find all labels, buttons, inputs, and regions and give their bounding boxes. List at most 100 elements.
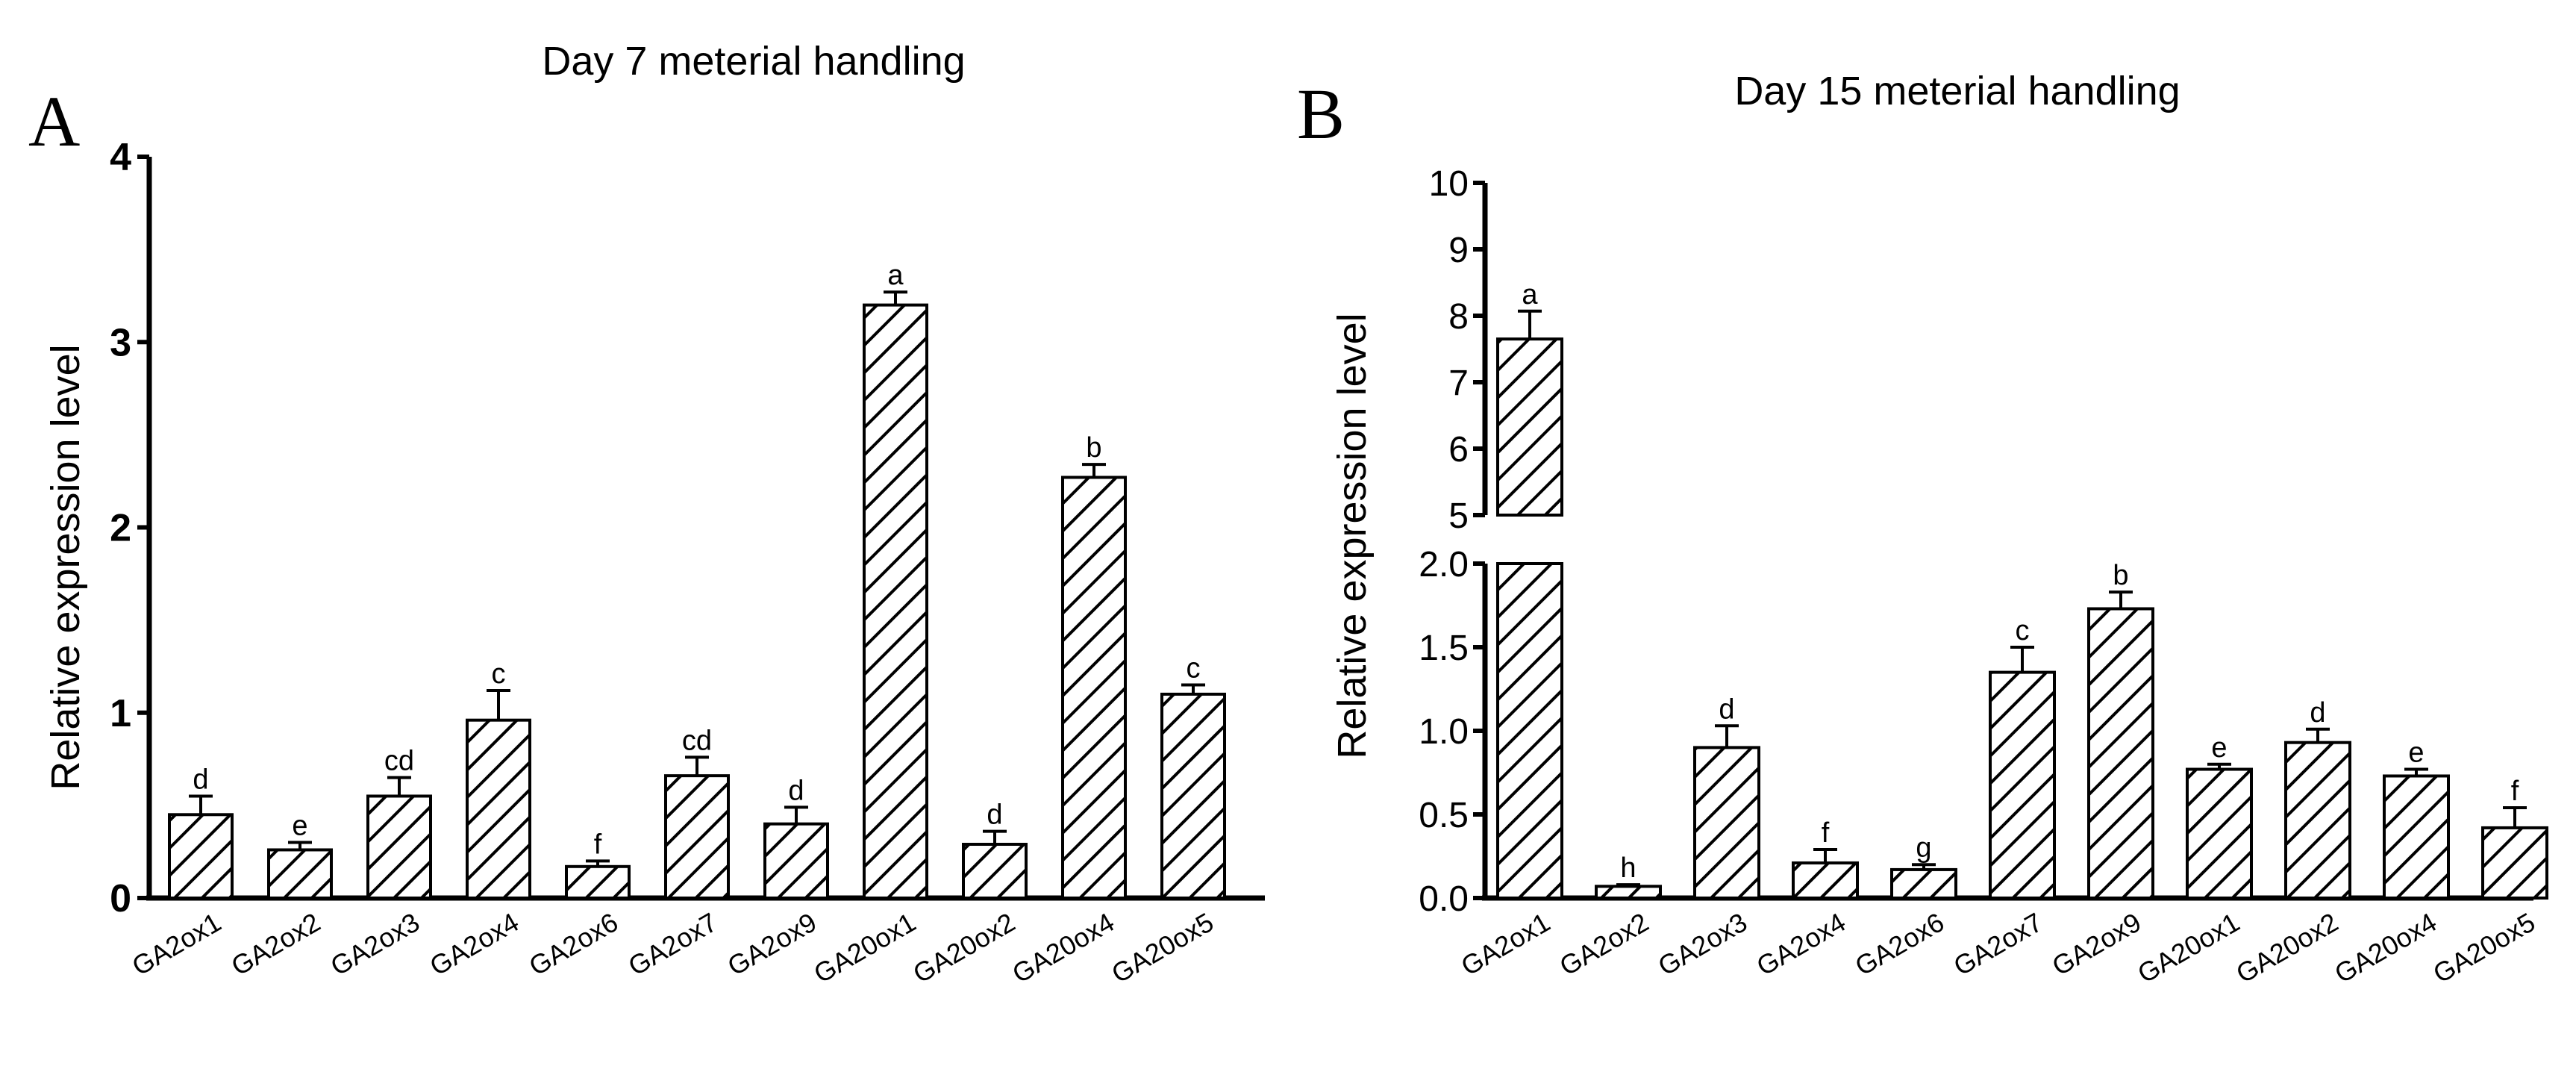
x-tick-label-a-ga2ox7: GA2ox7 bbox=[623, 906, 722, 982]
significance-label-b-ga2ox2: h bbox=[1620, 853, 1636, 884]
x-tick-label-a-ga20ox1: GA20ox1 bbox=[809, 906, 921, 989]
bar-b-ga2ox3 bbox=[1693, 746, 1760, 900]
panel-b-y-tick-label-upper: 5 bbox=[1448, 496, 1469, 536]
panel-a-bars bbox=[168, 303, 1226, 900]
panel-b-y-tick-label-upper: 7 bbox=[1448, 364, 1469, 403]
x-tick-label-b-ga2ox3: GA2ox3 bbox=[1653, 906, 1752, 982]
bar-b-ga20ox2 bbox=[2284, 741, 2351, 900]
x-tick-label-b-ga20ox5: GA20ox5 bbox=[2428, 906, 2540, 989]
significance-label-a-ga20ox4: b bbox=[1086, 432, 1101, 464]
significance-label-a-ga2ox1: d bbox=[193, 764, 208, 795]
x-tick-label-b-ga20ox1: GA20ox1 bbox=[2133, 906, 2245, 989]
x-tick-label-a-ga2ox3: GA2ox3 bbox=[325, 906, 425, 982]
x-tick-label-b-ga2ox2: GA2ox2 bbox=[1554, 906, 1654, 982]
panel-a-x-tick-labels: GA2ox1 GA2ox2 GA2ox3 GA2ox4 GA2ox6 GA2ox7 GA2o… bbox=[127, 906, 1219, 989]
significance-label-b-ga2ox4: f bbox=[1822, 817, 1830, 849]
x-tick-label-b-ga2ox9: GA2ox9 bbox=[2047, 906, 2146, 982]
significance-label-a-ga2ox7: cd bbox=[682, 725, 712, 756]
bar-b-ga2ox4 bbox=[1792, 861, 1859, 900]
bar-b-ga20ox4 bbox=[2383, 774, 2450, 900]
panel-a-y-tick-label: 1 bbox=[110, 692, 131, 735]
x-tick-label-a-ga20ox2: GA20ox2 bbox=[908, 906, 1020, 989]
panel-a-y-tick-label: 4 bbox=[110, 136, 131, 179]
significance-label-b-ga20ox5: f bbox=[2511, 776, 2519, 807]
significance-label-b-ga2ox1: a bbox=[1522, 279, 1538, 311]
bar-b-ga2ox2 bbox=[1595, 885, 1662, 900]
panel-a-y-tick-label: 0 bbox=[110, 877, 131, 920]
bar-a-ga2ox2 bbox=[267, 848, 333, 900]
x-tick-label-a-ga2ox1: GA2ox1 bbox=[127, 906, 226, 982]
significance-label-b-ga2ox9: b bbox=[2113, 560, 2128, 591]
panel-a: A Day 7 meterial handling Relative expre… bbox=[28, 39, 1265, 989]
significance-label-b-ga2ox3: d bbox=[1719, 693, 1734, 725]
significance-label-a-ga20ox2: d bbox=[987, 800, 1002, 831]
bar-b-ga2ox7 bbox=[1989, 670, 2056, 900]
panel-a-y-axis-label: Relative expression level bbox=[43, 344, 88, 790]
bar-a-ga2ox1 bbox=[168, 813, 234, 900]
x-tick-label-b-ga2ox7: GA2ox7 bbox=[1948, 906, 2048, 982]
significance-label-b-ga2ox7: c bbox=[2016, 615, 2030, 646]
bar-b-ga2ox1-upper bbox=[1496, 337, 1563, 517]
panel-a-label: A bbox=[28, 81, 80, 161]
x-tick-label-b-ga2ox1: GA2ox1 bbox=[1456, 906, 1555, 982]
x-tick-label-a-ga2ox4: GA2ox4 bbox=[425, 906, 524, 982]
significance-label-a-ga20ox1: a bbox=[887, 260, 904, 291]
x-tick-label-b-ga20ox4: GA20ox4 bbox=[2330, 906, 2442, 989]
panel-b-x-tick-labels: GA2ox1GA2ox2GA2ox3GA2ox4GA2ox6GA2ox7GA2o… bbox=[1456, 906, 2540, 989]
panel-b-error-bars bbox=[1518, 309, 2527, 887]
bar-a-ga20ox4 bbox=[1061, 476, 1127, 900]
significance-label-b-ga20ox1: e bbox=[2211, 732, 2227, 764]
bar-b-ga20ox5 bbox=[2481, 826, 2548, 900]
panel-a-significance-labels: d e cd c f cd d a d b c bbox=[193, 260, 1200, 860]
x-tick-label-b-ga20ox2: GA20ox2 bbox=[2231, 906, 2343, 989]
x-tick-label-a-ga2ox6: GA2ox6 bbox=[524, 906, 623, 982]
bar-a-ga2ox9 bbox=[763, 822, 829, 900]
significance-label-a-ga2ox9: d bbox=[788, 775, 804, 806]
panel-b-y-tick-label-lower: 0.0 bbox=[1419, 879, 1469, 919]
panel-a-title: Day 7 meterial handling bbox=[542, 39, 965, 84]
significance-label-b-ga20ox4: e bbox=[2408, 738, 2424, 769]
bar-b-ga2ox9 bbox=[2087, 607, 2154, 900]
x-tick-label-a-ga20ox4: GA20ox4 bbox=[1007, 906, 1119, 989]
bar-b-ga20ox1 bbox=[2186, 767, 2253, 900]
panel-b-bars bbox=[1496, 337, 2548, 900]
bar-a-ga2ox6 bbox=[565, 864, 631, 900]
bar-a-ga20ox5 bbox=[1160, 692, 1226, 900]
panel-b-y-tick-labels: 0.0 0.5 1.0 1.5 2.0 5 6 7 8 9 10 bbox=[1419, 164, 1469, 919]
panel-b-y-tick-label-lower: 0.5 bbox=[1419, 796, 1469, 835]
panel-a-y-tick-labels: 0 1 2 3 4 bbox=[110, 136, 131, 920]
bar-a-ga2ox4 bbox=[466, 718, 531, 900]
panel-b-y-tick-label-lower: 2.0 bbox=[1419, 545, 1469, 585]
x-tick-label-b-ga2ox4: GA2ox4 bbox=[1751, 906, 1851, 982]
bar-b-ga2ox6 bbox=[1890, 867, 1957, 900]
x-tick-label-a-ga20ox5: GA20ox5 bbox=[1107, 906, 1219, 989]
panel-b-title: Day 15 meterial handling bbox=[1734, 69, 2180, 113]
bar-a-ga2ox7 bbox=[664, 774, 730, 900]
x-tick-label-a-ga2ox9: GA2ox9 bbox=[722, 906, 822, 982]
panel-b-y-tick-label-lower: 1.5 bbox=[1419, 629, 1469, 668]
panel-b-y-axis-label: Relative expression level bbox=[1330, 313, 1375, 758]
bar-a-ga2ox3 bbox=[366, 794, 432, 900]
x-tick-label-a-ga2ox2: GA2ox2 bbox=[226, 906, 325, 982]
significance-label-a-ga2ox2: e bbox=[292, 811, 307, 842]
panel-b-y-tick-label-upper: 9 bbox=[1448, 231, 1469, 270]
panel-b-y-tick-label-upper: 8 bbox=[1448, 297, 1469, 337]
bar-a-ga20ox1 bbox=[863, 303, 928, 900]
panel-b-significance-labels: a h d f g c b e d e f bbox=[1522, 279, 2519, 884]
significance-label-b-ga20ox2: d bbox=[2310, 697, 2325, 729]
panel-b-label: B bbox=[1297, 74, 1345, 154]
panel-a-y-tick-label: 2 bbox=[110, 507, 131, 550]
bar-a-ga20ox2 bbox=[962, 843, 1028, 900]
x-tick-label-b-ga2ox6: GA2ox6 bbox=[1850, 906, 1949, 982]
panel-b-y-tick-label-upper: 6 bbox=[1448, 430, 1469, 470]
significance-label-a-ga20ox5: c bbox=[1187, 653, 1201, 685]
panel-a-error-bars bbox=[189, 290, 1205, 867]
significance-label-a-ga2ox4: c bbox=[492, 658, 506, 690]
significance-label-a-ga2ox6: f bbox=[594, 829, 602, 860]
significance-label-a-ga2ox3: cd bbox=[384, 746, 414, 777]
panel-a-y-tick-label: 3 bbox=[110, 321, 131, 364]
panel-b-y-tick-label-upper: 10 bbox=[1429, 164, 1469, 204]
significance-label-b-ga2ox6: g bbox=[1916, 832, 1931, 864]
bar-b-ga2ox1-lower bbox=[1496, 562, 1563, 900]
